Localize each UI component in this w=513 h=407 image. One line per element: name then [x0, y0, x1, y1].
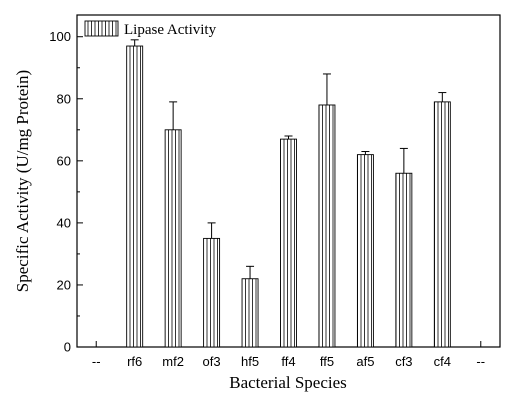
y-tick-label: 20: [57, 277, 71, 292]
bar-of3: [203, 237, 221, 348]
bar-af5: [356, 154, 374, 348]
error-bars: [130, 39, 447, 279]
x-tick-label: rf6: [127, 354, 142, 369]
x-tick-label: --: [92, 354, 101, 369]
x-tick-label: of3: [203, 354, 221, 369]
bar-mf2: [164, 129, 182, 348]
legend: Lipase Activity: [84, 20, 217, 38]
y-tick-label: 40: [57, 215, 71, 230]
x-tick-label: cf4: [434, 354, 451, 369]
bar-ff4: [280, 138, 297, 348]
x-axis-ticks: -- rf6 mf2 of3 hf5 ff4 ff5 af5 cf3 cf4 --: [92, 341, 485, 369]
bar-ff5: [318, 104, 336, 348]
bar-cf4: [433, 101, 451, 348]
y-axis-title: Specific Activity (U/mg Protein): [13, 70, 32, 292]
x-axis-title: Bacterial Species: [229, 373, 347, 392]
x-tick-label: mf2: [162, 354, 184, 369]
y-tick-label: 60: [57, 153, 71, 168]
y-tick-label: 80: [57, 91, 71, 106]
legend-label: Lipase Activity: [124, 22, 217, 38]
bar-rf6: [126, 45, 144, 348]
bar-cf3: [395, 172, 413, 348]
x-tick-label: cf3: [395, 354, 412, 369]
x-tick-label: af5: [356, 354, 374, 369]
bar-hf5: [241, 278, 259, 348]
y-tick-label: 100: [49, 29, 71, 44]
x-tick-label: ff5: [320, 354, 334, 369]
bars: [126, 45, 451, 348]
y-axis-ticks: 0 20 40 60 80 100: [49, 29, 83, 355]
y-tick-label: 0: [64, 340, 71, 355]
x-tick-label: --: [476, 354, 485, 369]
x-tick-label: ff4: [281, 354, 295, 369]
x-tick-label: hf5: [241, 354, 259, 369]
legend-swatch: [84, 20, 119, 37]
